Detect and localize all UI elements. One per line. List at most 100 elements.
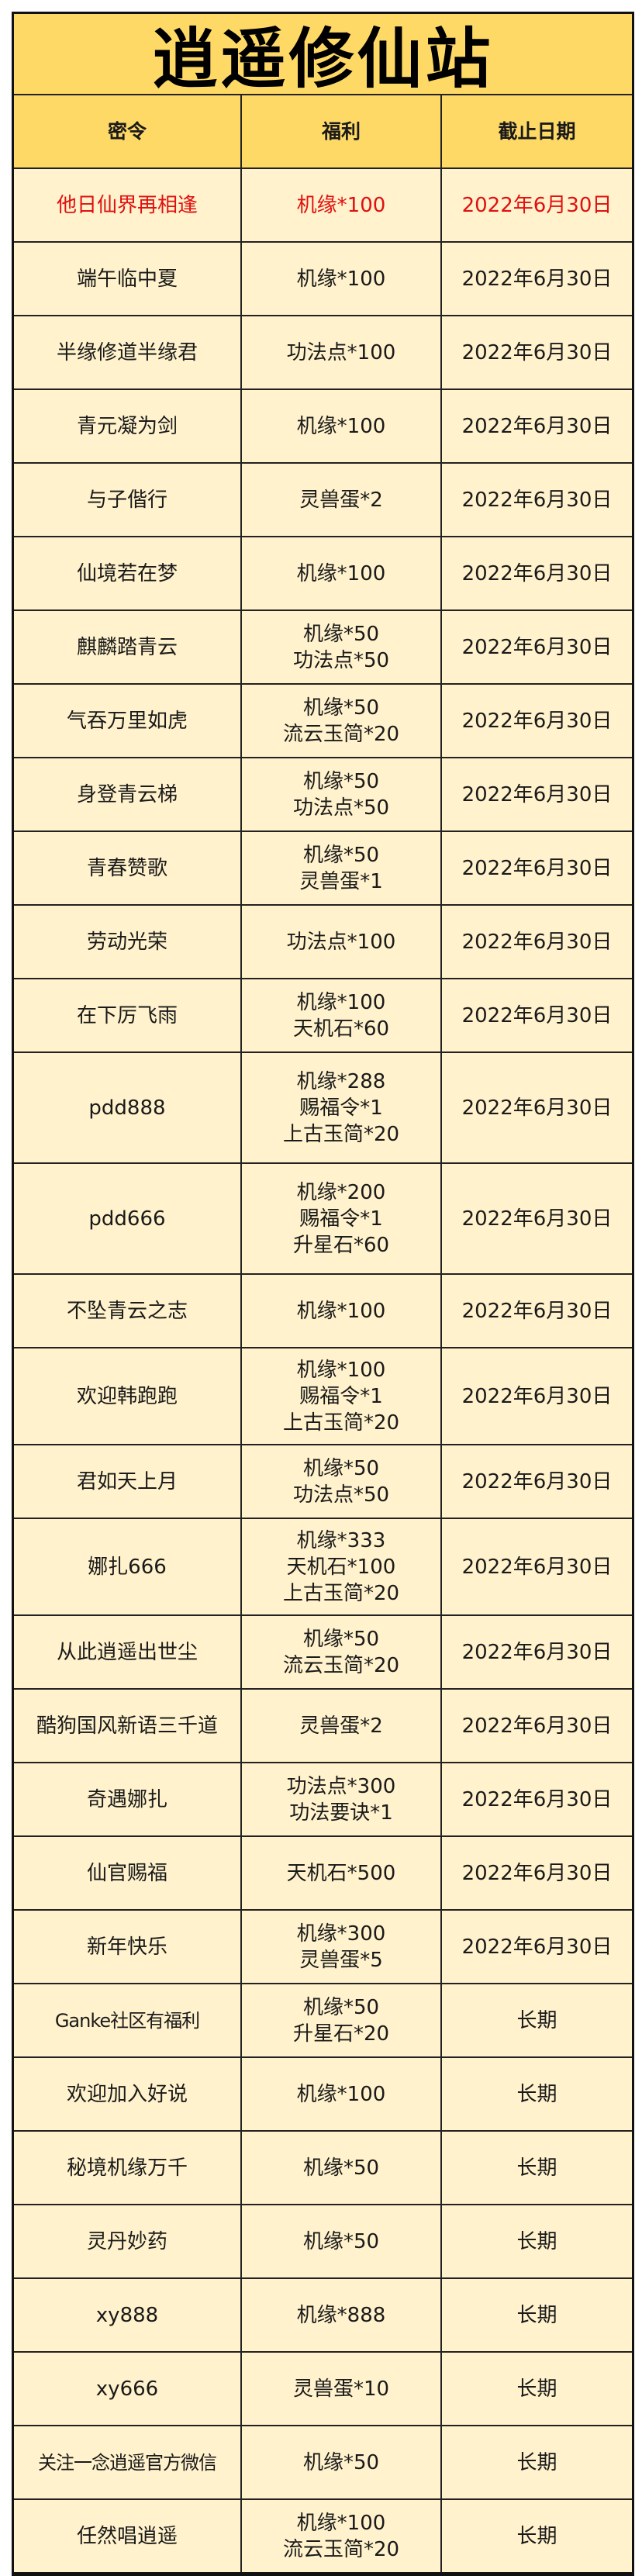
table-row: 酷狗国风新语三千道 灵兽蛋*2 2022年6月30日 [14,1690,632,1763]
reward-cell: 机缘*288 赐福令*1 上古玉简*20 [240,1053,440,1162]
reward-item: 功法点*50 [292,648,390,672]
table-row: 与子偕行 灵兽蛋*2 2022年6月30日 [14,464,632,537]
table-row: 他日仙界再相逢 机缘*100 2022年6月30日 [14,169,632,243]
code-cell: 君如天上月 [76,1469,178,1493]
reward-item: 升星石*20 [292,2022,390,2046]
code-cell: 劳动光荣 [86,930,167,954]
reward-item: 上古玉简*20 [282,1581,400,1605]
deadline-cell: 2022年6月30日 [440,685,632,757]
table-row: 半缘修道半缘君 功法点*100 2022年6月30日 [14,316,632,390]
reward-cell: 机缘*100 [240,537,440,609]
reward-item: 功法点*100 [286,340,396,364]
table-row: 从此逍遥出世尘 机缘*50 流云玉简*20 2022年6月30日 [14,1616,632,1690]
reward-cell: 机缘*50 升星石*20 [240,1984,440,2056]
reward-item: 功法要诀*1 [289,1801,393,1825]
code-cell: 仙境若在梦 [76,561,178,585]
code-cell: xy888 [95,2303,159,2327]
table-row: pdd888 机缘*288 赐福令*1 上古玉简*20 2022年6月30日 [14,1053,632,1164]
code-cell: 他日仙界再相逢 [56,193,198,217]
deadline-cell: 2022年6月30日 [440,906,632,978]
reward-cell: 机缘*100 [240,2058,440,2130]
code-cell: 欢迎加入好说 [66,2082,188,2106]
reward-cell: 机缘*100 天机石*60 [240,979,440,1051]
table-row: 不坠青云之志 机缘*100 2022年6月30日 [14,1275,632,1348]
reward-cell: 功法点*300 功法要诀*1 [240,1763,440,1835]
reward-cell: 机缘*888 [240,2279,440,2351]
reward-item: 机缘*100 [296,2511,386,2535]
code-cell: 欢迎韩跑跑 [76,1384,178,1408]
table-row: 欢迎韩跑跑 机缘*100 赐福令*1 上古玉简*20 2022年6月30日 [14,1348,632,1445]
table-row: 君如天上月 机缘*50 功法点*50 2022年6月30日 [14,1445,632,1519]
deadline-cell: 2022年6月30日 [440,1837,632,1909]
code-cell: 气吞万里如虎 [66,709,188,733]
header-deadline: 截止日期 [440,95,632,167]
reward-cell: 机缘*50 灵兽蛋*1 [240,832,440,904]
code-cell: 任然唱逍遥 [76,2524,178,2548]
deadline-cell: 2022年6月30日 [440,1519,632,1614]
reward-item: 机缘*50 [302,2156,380,2180]
reward-cell: 天机石*500 [240,1837,440,1909]
deadline-cell: 长期 [440,2500,632,2572]
deadline-cell: 2022年6月30日 [440,1164,632,1273]
deadline-cell: 2022年6月30日 [440,611,632,683]
reward-item: 机缘*333 [296,1528,386,1552]
deadline-cell: 2022年6月30日 [440,1348,632,1444]
reward-cell: 机缘*100 赐福令*1 上古玉简*20 [240,1348,440,1444]
reward-item: 上古玉简*20 [282,1122,400,1146]
header-code: 密令 [107,119,147,143]
reward-cell: 机缘*50 流云玉简*20 [240,1616,440,1688]
reward-item: 机缘*50 [302,1627,380,1651]
reward-cell: 机缘*50 流云玉简*20 [240,685,440,757]
deadline-cell: 2022年6月30日 [440,1690,632,1762]
code-cell: 秘境机缘万千 [66,2156,188,2180]
deadline-cell: 2022年6月30日 [440,1763,632,1835]
reward-cell: 机缘*100 [240,390,440,462]
reward-item: 天机石*500 [286,1861,396,1885]
code-cell: 仙官赐福 [86,1861,167,1885]
table-row: 奇遇娜扎 功法点*300 功法要诀*1 2022年6月30日 [14,1763,632,1837]
header-reward: 福利 [240,95,440,167]
table-row: 欢迎加入好说 机缘*100 长期 [14,2058,632,2132]
reward-item: 机缘*50 [302,1995,380,2019]
deadline-cell: 2022年6月30日 [440,1445,632,1518]
deadline-cell: 2022年6月30日 [440,537,632,609]
code-cell: 奇遇娜扎 [86,1787,167,1811]
reward-cell: 机缘*50 [240,2132,440,2204]
reward-item: 灵兽蛋*10 [292,2377,390,2401]
reward-item: 功法点*50 [292,1483,390,1507]
reward-cell: 机缘*333 天机石*100 上古玉简*20 [240,1519,440,1614]
table-row: 任然唱逍遥 机缘*100 流云玉简*20 长期 [14,2500,632,2572]
code-cell: Ganke社区有福利 [54,2009,200,2032]
code-cell: pdd666 [88,1207,166,1231]
table-row: 仙官赐福 天机石*500 2022年6月30日 [14,1837,632,1911]
reward-item: 机缘*100 [296,193,386,217]
deadline-cell: 长期 [440,2426,632,2498]
code-cell: xy666 [95,2377,159,2401]
reward-cell: 机缘*50 功法点*50 [240,1445,440,1518]
reward-cell: 机缘*100 [240,243,440,315]
code-cell: 娜扎666 [88,1555,167,1579]
reward-cell: 机缘*300 灵兽蛋*5 [240,1911,440,1983]
table-row: 麒麟踏青云 机缘*50 功法点*50 2022年6月30日 [14,611,632,685]
table-row: pdd666 机缘*200 赐福令*1 升星石*60 2022年6月30日 [14,1164,632,1275]
code-cell: 麒麟踏青云 [76,635,178,659]
table-row: 在下厉飞雨 机缘*100 天机石*60 2022年6月30日 [14,979,632,1053]
table-row: 气吞万里如虎 机缘*50 流云玉简*20 2022年6月30日 [14,685,632,758]
reward-cell: 功法点*100 [240,906,440,978]
reward-item: 赐福令*1 [299,1384,383,1408]
deadline-cell: 2022年6月30日 [440,832,632,904]
reward-item: 机缘*100 [296,1299,386,1323]
code-cell: 灵丹妙药 [86,2229,167,2253]
code-cell: 酷狗国风新语三千道 [36,1714,218,1738]
reward-item: 赐福令*1 [299,1096,383,1120]
code-cell: 从此逍遥出世尘 [56,1640,198,1664]
code-cell: pdd888 [88,1096,166,1120]
table-row: 劳动光荣 功法点*100 2022年6月30日 [14,906,632,979]
deadline-cell: 2022年6月30日 [440,1053,632,1162]
deadline-cell: 长期 [440,2205,632,2277]
code-cell: 半缘修道半缘君 [56,340,198,364]
deadline-cell: 2022年6月30日 [440,390,632,462]
table-row: 娜扎666 机缘*333 天机石*100 上古玉简*20 2022年6月30日 [14,1519,632,1616]
reward-item: 机缘*100 [296,414,386,438]
deadline-cell: 长期 [440,2132,632,2204]
